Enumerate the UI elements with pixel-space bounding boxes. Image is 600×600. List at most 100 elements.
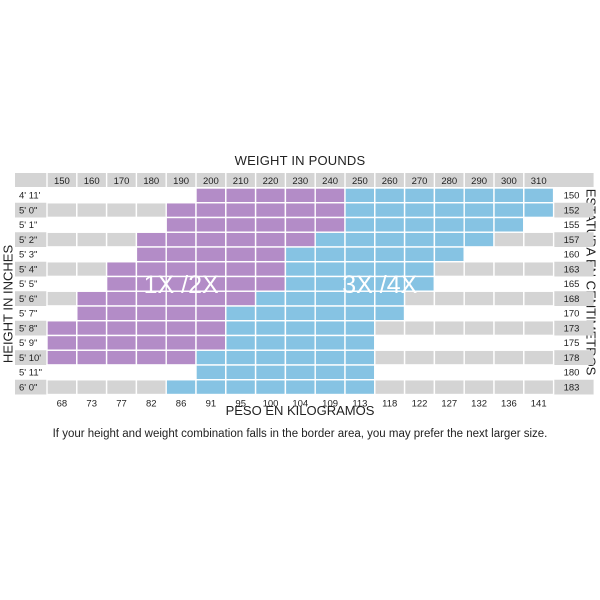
cm-label: 155 xyxy=(564,220,580,231)
grid-cell xyxy=(46,246,78,263)
grid-cell xyxy=(225,364,257,381)
grid-cell xyxy=(46,379,78,396)
grid-cell xyxy=(314,187,346,204)
grid-cell xyxy=(165,379,197,396)
grid-cell xyxy=(76,187,108,204)
pound-label: 200 xyxy=(203,176,219,187)
grid-cell xyxy=(344,246,376,263)
grid-cell xyxy=(254,202,287,219)
grid-cell xyxy=(76,202,108,219)
grid-cell xyxy=(433,202,465,219)
grid-cell xyxy=(76,349,108,366)
cm-label: 152 xyxy=(564,205,580,216)
grid-cell xyxy=(403,305,436,322)
grid-cell xyxy=(523,261,555,278)
grid-cell xyxy=(374,349,406,366)
grid-cell xyxy=(195,364,227,381)
cm-label: 180 xyxy=(564,368,580,379)
grid-cell xyxy=(76,334,108,351)
kilogram-label: 86 xyxy=(176,399,187,410)
grid-cell xyxy=(523,231,555,248)
grid-cell xyxy=(284,379,316,396)
grid-cell xyxy=(46,275,78,292)
grid-cell xyxy=(314,364,346,381)
grid-cell xyxy=(105,216,138,233)
height-label: 6' 0" xyxy=(19,382,37,393)
kilogram-label: 132 xyxy=(471,399,487,410)
cm-label: 183 xyxy=(564,382,580,393)
grid-cell xyxy=(433,231,465,248)
cm-label: 175 xyxy=(564,338,580,349)
pound-label: 250 xyxy=(352,176,368,187)
grid-cell xyxy=(254,320,287,337)
grid-cell xyxy=(433,379,465,396)
height-label: 5' 5" xyxy=(19,279,37,290)
grid-cell xyxy=(493,320,525,337)
grid-cell xyxy=(433,320,465,337)
grid-cell xyxy=(284,320,316,337)
grid-cell xyxy=(344,334,376,351)
grid-cell xyxy=(46,231,78,248)
grid-cell xyxy=(403,364,436,381)
grid-cell xyxy=(374,320,406,337)
grid-cell xyxy=(284,364,316,381)
grid-cell xyxy=(284,202,316,219)
grid-cell xyxy=(165,334,197,351)
grid-cell xyxy=(374,334,406,351)
grid-cell xyxy=(254,379,287,396)
grid-cell xyxy=(195,320,227,337)
grid-cell xyxy=(254,290,287,307)
grid-cell xyxy=(225,290,257,307)
grid-cell xyxy=(225,349,257,366)
grid-cell xyxy=(195,202,227,219)
grid-cell xyxy=(463,275,495,292)
grid-cell xyxy=(76,290,108,307)
pound-label: 160 xyxy=(84,176,100,187)
pound-label: 210 xyxy=(233,176,249,187)
height-label: 5' 6" xyxy=(19,294,37,305)
grid-cell xyxy=(344,320,376,337)
grid-cell xyxy=(46,187,78,204)
height-label: 4' 11' xyxy=(19,191,41,202)
grid-cell xyxy=(76,320,108,337)
grid-cell xyxy=(225,379,257,396)
grid-cell xyxy=(314,379,346,396)
grid-cell xyxy=(403,349,436,366)
grid-cell xyxy=(493,275,525,292)
grid-cell xyxy=(105,231,138,248)
grid-cell xyxy=(463,349,495,366)
grid-cell xyxy=(403,187,436,204)
grid-cell xyxy=(493,202,525,219)
grid-cell xyxy=(76,364,108,381)
grid-cell xyxy=(314,349,346,366)
grid-cell xyxy=(403,379,436,396)
height-label: 5' 2" xyxy=(19,235,37,246)
grid-cell xyxy=(403,202,436,219)
grid-cell xyxy=(314,334,346,351)
pound-label: 300 xyxy=(501,176,517,187)
grid-cell xyxy=(46,216,78,233)
grid-cell xyxy=(254,364,287,381)
grid-cell xyxy=(344,231,376,248)
cm-label: 170 xyxy=(564,309,580,320)
grid-cell xyxy=(493,231,525,248)
pound-label: 260 xyxy=(382,176,398,187)
grid-cell xyxy=(344,364,376,381)
grid-cell xyxy=(284,305,316,322)
pound-label: 310 xyxy=(531,176,547,187)
grid-cell xyxy=(374,246,406,263)
grid-cell xyxy=(225,261,257,278)
grid-cell xyxy=(135,187,167,204)
grid-cell xyxy=(195,305,227,322)
grid-cell xyxy=(165,216,197,233)
grid-cell xyxy=(493,334,525,351)
grid-cell xyxy=(493,187,525,204)
grid-cell xyxy=(284,231,316,248)
grid-cell xyxy=(314,216,346,233)
grid-cell xyxy=(433,216,465,233)
kilogram-label: 122 xyxy=(412,399,428,410)
grid-cell xyxy=(314,246,346,263)
chart-title: WEIGHT IN POUNDS xyxy=(234,153,366,168)
grid-cell xyxy=(433,187,465,204)
